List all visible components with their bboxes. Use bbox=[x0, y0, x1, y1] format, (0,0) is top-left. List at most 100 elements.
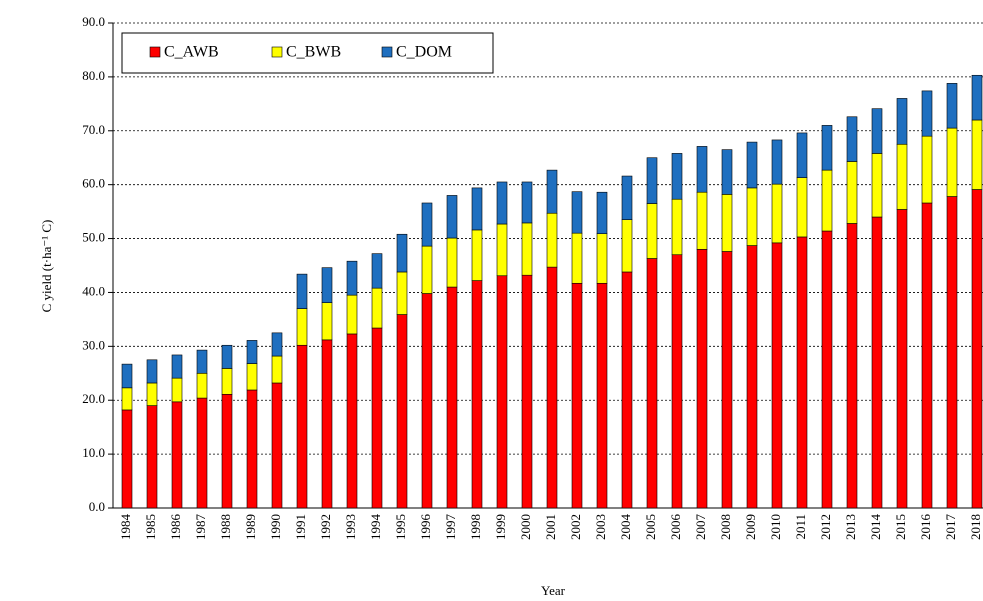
legend-box bbox=[121, 32, 494, 74]
bar-segment bbox=[921, 135, 933, 204]
x-tick-label: 1997 bbox=[443, 514, 458, 541]
bar-segment bbox=[271, 382, 283, 509]
x-tick-label: 1996 bbox=[418, 514, 433, 541]
bar-segment bbox=[546, 169, 558, 214]
bar-segment bbox=[146, 405, 158, 509]
bar-segment bbox=[596, 282, 608, 509]
x-tick-label: 2011 bbox=[793, 514, 808, 540]
bar-segment bbox=[196, 397, 208, 509]
bar-segment bbox=[446, 286, 458, 509]
y-tick-label: 60.0 bbox=[82, 176, 105, 191]
bar-segment bbox=[471, 229, 483, 281]
x-tick-label: 1987 bbox=[193, 514, 208, 541]
bar-segment bbox=[821, 230, 833, 509]
bar-segment bbox=[671, 254, 683, 509]
bar-segment bbox=[521, 181, 533, 224]
bar-segment bbox=[871, 108, 883, 154]
y-axis-label: C yield (t·ha⁻¹ C) bbox=[39, 220, 54, 313]
bar-segment bbox=[796, 132, 808, 178]
x-tick-label: 1992 bbox=[318, 514, 333, 540]
bar-segment bbox=[796, 177, 808, 238]
bar-segment bbox=[171, 401, 183, 509]
bar-segment bbox=[446, 195, 458, 239]
bar-segment bbox=[846, 116, 858, 162]
x-tick-label: 2009 bbox=[743, 514, 758, 540]
x-tick-label: 2008 bbox=[718, 514, 733, 540]
bar-segment bbox=[696, 191, 708, 250]
bar-segment bbox=[521, 222, 533, 276]
bar-segment bbox=[671, 198, 683, 256]
bar-segment bbox=[496, 181, 508, 225]
x-tick-label: 2001 bbox=[543, 514, 558, 540]
bar-segment bbox=[946, 127, 958, 197]
y-tick-label: 50.0 bbox=[82, 230, 105, 245]
bar-segment bbox=[221, 344, 233, 369]
bar-segment bbox=[596, 191, 608, 235]
bar-segment bbox=[121, 409, 133, 509]
bar-segment bbox=[721, 194, 733, 252]
bar-segment bbox=[846, 223, 858, 509]
x-tick-label: 2000 bbox=[518, 514, 533, 540]
bar-segment bbox=[771, 183, 783, 244]
x-tick-label: 2003 bbox=[593, 514, 608, 540]
x-tick-label: 2006 bbox=[668, 514, 683, 541]
bar-segment bbox=[696, 146, 708, 193]
y-tick-label: 40.0 bbox=[82, 283, 105, 298]
bar-segment bbox=[371, 327, 383, 509]
y-tick-label: 80.0 bbox=[82, 68, 105, 83]
bar-segment bbox=[321, 302, 333, 341]
bar-segment bbox=[821, 169, 833, 232]
bar-segment bbox=[746, 187, 758, 246]
x-tick-label: 2015 bbox=[893, 514, 908, 540]
bar-segment bbox=[296, 344, 308, 509]
bar-segment bbox=[546, 266, 558, 509]
bar-segment bbox=[346, 260, 358, 296]
bar-segment bbox=[771, 139, 783, 185]
bar-segment bbox=[621, 219, 633, 273]
x-tick-label: 1993 bbox=[343, 514, 358, 540]
bar-segment bbox=[346, 294, 358, 335]
bar-segment bbox=[946, 196, 958, 509]
bar-segment bbox=[271, 332, 283, 357]
bar-segment bbox=[646, 157, 658, 204]
bar-segment bbox=[571, 282, 583, 509]
bar-segment bbox=[171, 377, 183, 403]
x-tick-label: 2002 bbox=[568, 514, 583, 540]
x-tick-label: 1994 bbox=[368, 514, 383, 541]
x-tick-label: 1991 bbox=[293, 514, 308, 540]
bar-segment bbox=[121, 363, 133, 389]
legend-swatch bbox=[381, 46, 393, 58]
y-tick-label: 0.0 bbox=[89, 499, 105, 514]
bar-segment bbox=[271, 355, 283, 384]
x-tick-label: 2017 bbox=[943, 514, 958, 541]
x-tick-label: 2018 bbox=[968, 514, 983, 540]
x-axis-label: Year bbox=[541, 583, 566, 598]
bar-segment bbox=[646, 258, 658, 509]
legend-label: C_BWB bbox=[286, 44, 341, 61]
bar-segment bbox=[471, 187, 483, 231]
bar-segment bbox=[621, 271, 633, 509]
bar-segment bbox=[871, 216, 883, 509]
x-tick-label: 1989 bbox=[243, 514, 258, 540]
x-tick-label: 2004 bbox=[618, 514, 633, 541]
x-tick-label: 2013 bbox=[843, 514, 858, 540]
bar-segment bbox=[871, 153, 883, 218]
bar-segment bbox=[846, 161, 858, 224]
bar-segment bbox=[696, 249, 708, 509]
bar-segment bbox=[546, 212, 558, 268]
bar-segment bbox=[246, 363, 258, 391]
bar-segment bbox=[296, 273, 308, 309]
bar-segment bbox=[246, 340, 258, 364]
bar-segment bbox=[371, 287, 383, 329]
bar-segment bbox=[921, 90, 933, 137]
bar-segment bbox=[721, 149, 733, 195]
bar-segment bbox=[796, 236, 808, 509]
bar-segment bbox=[421, 293, 433, 509]
bar-segment bbox=[121, 387, 133, 411]
y-tick-label: 90.0 bbox=[82, 14, 105, 29]
bar-segment bbox=[571, 191, 583, 234]
bar-segment bbox=[746, 245, 758, 509]
bar-segment bbox=[146, 382, 158, 406]
x-tick-label: 1988 bbox=[218, 514, 233, 540]
bar-segment bbox=[296, 308, 308, 346]
